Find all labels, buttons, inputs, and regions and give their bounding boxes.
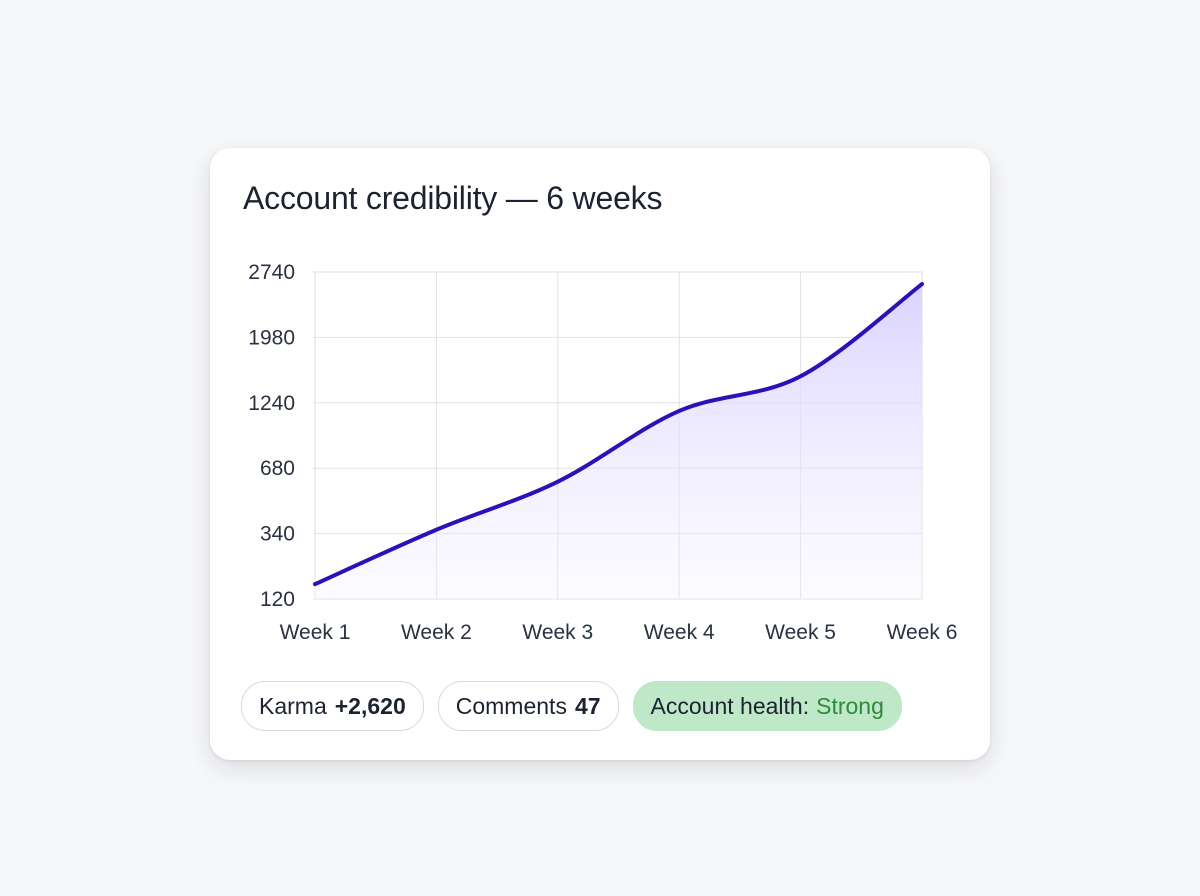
comments-value: 47 bbox=[574, 692, 601, 719]
x-tick-label: Week 4 bbox=[644, 621, 715, 644]
y-tick-label: 340 bbox=[260, 523, 295, 546]
comments-chip: Comments 47 bbox=[437, 681, 619, 731]
karma-value: +2,620 bbox=[334, 692, 406, 719]
x-axis: Week 1 Week 2 Week 3 Week 4 Week 5 Week 6 bbox=[280, 621, 958, 644]
x-tick-label: Week 1 bbox=[280, 621, 351, 644]
y-tick-label: 2740 bbox=[248, 261, 295, 284]
x-tick-label: Week 6 bbox=[887, 621, 958, 644]
x-tick-label: Week 5 bbox=[765, 621, 836, 644]
line-layer bbox=[313, 282, 924, 587]
y-axis: 120 340 680 1240 1980 2740 bbox=[248, 261, 295, 611]
stats-chips: Karma +2,620 Comments 47 Account health:… bbox=[241, 681, 902, 731]
y-tick-label: 680 bbox=[260, 457, 295, 480]
series-line bbox=[313, 282, 924, 587]
karma-chip: Karma +2,620 bbox=[241, 681, 424, 731]
series-area bbox=[315, 284, 922, 599]
health-chip: Account health: Strong bbox=[632, 681, 902, 731]
comments-label: Comments bbox=[455, 692, 567, 719]
y-tick-label: 120 bbox=[260, 588, 295, 611]
y-tick-label: 1980 bbox=[248, 326, 295, 349]
chart-title: Account credibility — 6 weeks bbox=[243, 180, 663, 216]
karma-label: Karma bbox=[259, 692, 327, 719]
credibility-card: Account credibility — 6 weeks 120 340 680 1… bbox=[210, 148, 990, 760]
x-tick-label: Week 2 bbox=[401, 621, 472, 644]
y-tick-label: 1240 bbox=[248, 392, 295, 415]
health-value: Strong bbox=[816, 692, 884, 719]
credibility-chart: 120 340 680 1240 1980 2740 Week 1 Week 2 Week 3… bbox=[248, 261, 958, 644]
area-layer bbox=[315, 284, 922, 599]
health-label: Account health: bbox=[650, 692, 810, 719]
x-tick-label: Week 3 bbox=[522, 621, 593, 644]
